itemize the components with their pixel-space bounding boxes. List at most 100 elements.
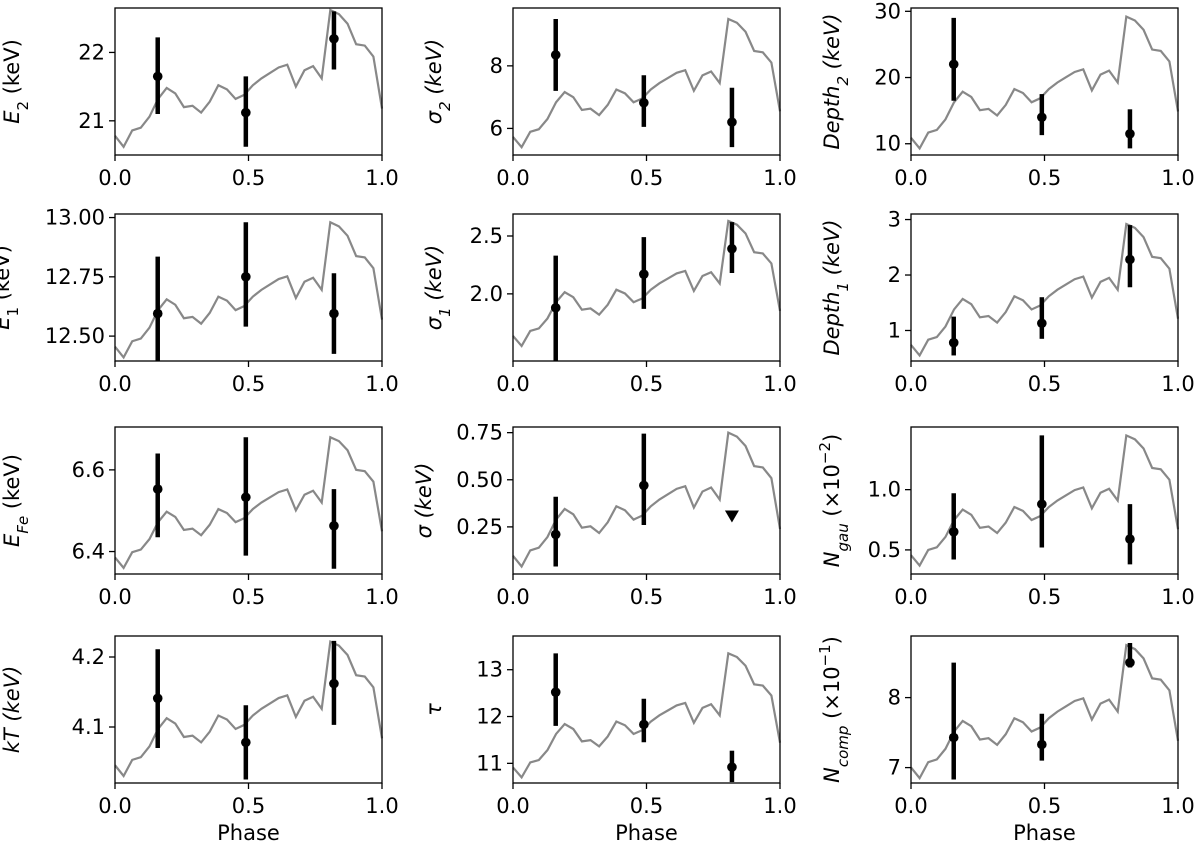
y-label-close: ) — [820, 434, 844, 442]
y-axis-label: Ncomp (×10−1) — [816, 636, 852, 783]
y-label-symbol: E — [0, 533, 24, 547]
x-tick-label: 1.0 — [365, 166, 398, 190]
x-tick-label: 0.5 — [1028, 794, 1061, 818]
y-tick-label: 7 — [888, 756, 901, 780]
data-point — [550, 302, 561, 313]
y-tick-label: 12.50 — [45, 324, 105, 348]
y-label-symbol: σ — [422, 110, 446, 124]
y-tick-label: 4.1 — [72, 715, 105, 739]
data-point — [550, 50, 561, 60]
y-tick-label: 2 — [888, 263, 901, 287]
data-point — [1037, 318, 1047, 329]
y-tick-label: 2.5 — [470, 224, 503, 248]
x-tick-label: 1.0 — [763, 585, 796, 609]
y-tick-label: 0.50 — [456, 468, 503, 492]
panel-2: 0.0 0.5 1.0 6 8 σ2 (keV) — [422, 7, 797, 190]
panel-7: 0.0 0.5 1.0 6.4 6.6 EFe (keV) — [0, 426, 399, 609]
x-tick-label: 0.5 — [630, 166, 663, 190]
y-label-subscript: 1 — [436, 307, 454, 317]
x-tick-label: 0.0 — [894, 585, 927, 609]
data-point — [152, 308, 163, 319]
y-label-unit: (keV) — [820, 219, 844, 282]
y-label-unit: (keV) — [0, 666, 24, 729]
y-axis-label: σ (keV) — [412, 463, 436, 539]
data-point — [639, 97, 649, 108]
x-tick-label: 1.0 — [763, 372, 796, 396]
data-point — [329, 33, 339, 44]
data-point — [1037, 499, 1047, 509]
x-tick-label: 0.0 — [496, 585, 529, 609]
y-tick-label: 2.0 — [470, 282, 503, 306]
y-label-subscript: 2 — [436, 101, 454, 111]
data-point — [948, 732, 959, 743]
y-tick-label: 10 — [874, 132, 901, 156]
x-tick-label: 1.0 — [1161, 794, 1194, 818]
data-point — [329, 308, 339, 319]
data-point — [241, 272, 251, 282]
data-point — [1125, 254, 1135, 265]
data-point — [241, 492, 251, 503]
y-axis-label: σ1 (keV) — [422, 245, 454, 330]
axes-frame — [910, 635, 1179, 784]
axes-frame — [114, 635, 383, 784]
y-label-unit: (keV) — [422, 245, 446, 308]
y-label-symbol: Depth — [820, 292, 844, 356]
data-point — [1125, 657, 1135, 668]
y-label-subscript: 1 — [4, 307, 22, 317]
pulse-profile-line — [114, 435, 384, 570]
y-label-symbol: Depth — [820, 86, 844, 150]
data-point — [241, 737, 251, 748]
x-tick-label: 1.0 — [1161, 585, 1194, 609]
pulse-profile-line — [114, 639, 384, 778]
y-label-symbol: σ — [412, 524, 436, 538]
y-label-symbol: τ — [422, 703, 446, 716]
x-tick-label: 1.0 — [1161, 166, 1194, 190]
x-tick-label: 1.0 — [763, 794, 796, 818]
y-label-subscript: 2 — [14, 101, 32, 111]
x-tick-label: 1.0 — [763, 166, 796, 190]
y-axis-label: Depth1 (keV) — [820, 219, 852, 355]
y-label-close: ) — [820, 636, 844, 644]
y-tick-label: 11 — [476, 751, 503, 775]
y-axis-label: kT (keV) — [0, 666, 24, 754]
x-tick-label: 0.5 — [1028, 372, 1061, 396]
panel-3: 0.0 0.5 1.0 10 20 30 Depth2 (keV) — [820, 0, 1195, 190]
pulse-profile-line — [512, 431, 782, 569]
y-tick-label: 12.75 — [45, 265, 105, 289]
axes-frame — [512, 213, 781, 362]
data-point — [948, 337, 959, 348]
y-tick-label: 6 — [490, 116, 503, 140]
x-tick-label: 0.0 — [98, 372, 131, 396]
data-point — [639, 269, 649, 279]
data-point — [639, 719, 649, 730]
data-point — [329, 678, 339, 689]
x-tick-label: 0.0 — [496, 372, 529, 396]
x-tick-label: 0.5 — [630, 794, 663, 818]
axes-frame — [512, 7, 781, 156]
y-label-unit: (keV) — [820, 13, 844, 76]
y-label-unit: (keV) — [0, 39, 24, 101]
x-tick-label: 0.5 — [1028, 166, 1061, 190]
y-label-unit: (keV) — [412, 463, 436, 526]
x-tick-label: 1.0 — [365, 585, 398, 609]
y-label-symbol: E — [0, 316, 14, 330]
y-label-subscript: 1 — [834, 282, 852, 292]
y-label-symbol: N — [820, 551, 844, 567]
y-axis-label: E2 (keV) — [0, 39, 32, 124]
y-tick-label: 1.0 — [868, 478, 901, 502]
y-label-symbol: σ — [422, 316, 446, 330]
x-tick-label: 0.5 — [630, 372, 663, 396]
y-tick-label: 0.75 — [456, 421, 503, 445]
upper-limit-marker — [724, 510, 739, 523]
y-tick-label: 1 — [888, 318, 901, 342]
x-tick-label: 0.0 — [98, 585, 131, 609]
y-label-unit: (×10 — [820, 666, 844, 725]
data-point — [152, 693, 163, 704]
axes-frame — [114, 213, 383, 362]
y-tick-label: 21 — [78, 109, 105, 133]
data-point — [241, 107, 251, 118]
x-tick-label: 0.5 — [232, 794, 265, 818]
panel-1: 0.0 0.5 1.0 21 22 E2 (keV) — [0, 7, 399, 190]
y-label-unit: (keV) — [422, 39, 446, 102]
x-axis-label: Phase — [217, 821, 280, 845]
